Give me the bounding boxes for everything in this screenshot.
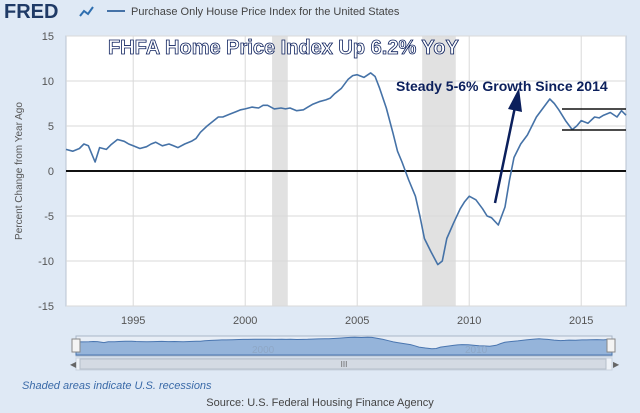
- navigator-label-2010: 2010: [465, 345, 488, 356]
- y-axis-ticks: 15 10 5 0 -5 -10 -15: [38, 31, 54, 313]
- y-tick-label: 10: [42, 76, 54, 88]
- y-tick-label: 15: [42, 31, 54, 43]
- headline-annotation: FHFA Home Price Index Up 6.2% YoY: [108, 37, 460, 59]
- scrollbar-thumb[interactable]: [79, 358, 607, 370]
- scrollbar-grip-icon: III: [341, 360, 348, 369]
- navigator-label-2000: 2000: [252, 345, 275, 356]
- recession-note: Shaded areas indicate U.S. recessions: [22, 380, 212, 392]
- navigator-handle-left[interactable]: [71, 338, 81, 353]
- fred-logo-graph-icon: [79, 6, 94, 17]
- x-tick-label: 2010: [457, 315, 481, 327]
- x-tick-label: 2000: [233, 315, 257, 327]
- growth-annotation: Steady 5-6% Growth Since 2014: [396, 78, 608, 94]
- y-tick-label: 0: [48, 166, 54, 178]
- source-credit: Source: U.S. Federal Housing Finance Age…: [206, 397, 434, 409]
- y-tick-label: -10: [38, 256, 54, 268]
- navigator-series-area: [75, 336, 613, 356]
- scroll-left-arrow-icon[interactable]: ◀: [70, 360, 77, 369]
- fred-logo[interactable]: FRED: [4, 1, 58, 23]
- legend-series-label[interactable]: Purchase Only House Price Index for the …: [131, 6, 400, 18]
- x-tick-label: 1995: [121, 315, 145, 327]
- x-tick-label: 2015: [569, 315, 593, 327]
- y-tick-label: -5: [44, 211, 54, 223]
- series-line[interactable]: [65, 72, 627, 266]
- navigator-handle-right[interactable]: [606, 338, 616, 353]
- growth-arrow-shaft: [493, 106, 517, 204]
- y-tick-label: -15: [38, 301, 54, 313]
- y-tick-label: 5: [48, 121, 54, 133]
- x-tick-label: 2005: [345, 315, 369, 327]
- x-axis-ticks: 1995 2000 2005 2010 2015: [121, 315, 593, 327]
- scroll-right-arrow-icon[interactable]: ▶: [613, 360, 620, 369]
- growth-arrow-head-icon: [508, 88, 522, 112]
- y-axis-label: Percent Change from Year Ago: [14, 102, 25, 240]
